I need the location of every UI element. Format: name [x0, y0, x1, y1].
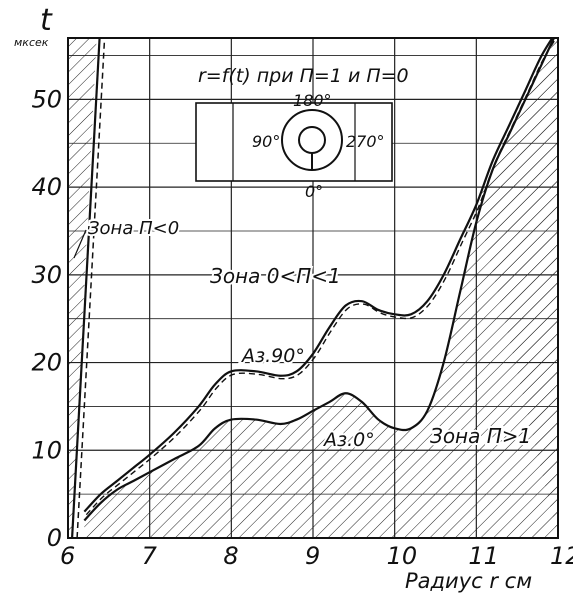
boundary-left-dashed: [76, 37, 106, 539]
y-tick-label: 10: [31, 436, 62, 464]
zone-middle-label: Зона 0<П<1: [210, 264, 341, 288]
series-label-az90: Аз.90°: [240, 345, 305, 367]
chart-title: r=f(t) при П=1 и П=0: [198, 65, 409, 87]
inset-angle-0: 0°: [305, 182, 323, 201]
plot-frame: [67, 37, 559, 539]
x-axis-label: Радиус r см: [405, 569, 532, 593]
zone-left-hatch: [68, 38, 97, 538]
curves: [70, 37, 558, 539]
zone-right-label: Зона П>1: [430, 424, 531, 448]
x-tick-label: 9: [305, 542, 320, 570]
x-tick-label: 8: [223, 542, 238, 570]
zone-right-upper-hatch: [476, 38, 558, 538]
inset-diagram: 180° 90° 270° 0°: [195, 91, 393, 201]
inset-angle-90: 90°: [252, 132, 280, 151]
inset-angle-270: 270°: [346, 132, 385, 151]
y-tick-label: 20: [31, 349, 62, 377]
hatched-zones: [68, 38, 558, 538]
grid: 6 7 8 9 10 11 12 0 10 20 30 40 50: [31, 37, 573, 570]
y-axis-symbol: t: [40, 3, 53, 38]
x-tick-label: 7: [142, 542, 158, 570]
y-axis-unit: мксек: [14, 36, 49, 49]
x-tick-label: 12: [550, 542, 573, 570]
y-tick-label: 30: [31, 261, 62, 289]
series-line-az90: [83, 38, 554, 513]
zone-left-label: Зона П<0: [88, 218, 179, 239]
boundary-left-solid: [70, 37, 101, 539]
y-tick-label: 50: [31, 85, 62, 113]
x-tick-label: 11: [468, 542, 499, 570]
x-tick-label: 6: [60, 542, 75, 570]
series-line-az90-dashed: [85, 38, 558, 516]
series-line-az0: [83, 38, 556, 522]
inset-angle-180: 180°: [293, 91, 332, 110]
series-label-az0: Аз.0°: [322, 429, 375, 451]
y-tick-label: 40: [31, 173, 62, 201]
zone-right-hatch: [84, 38, 558, 538]
y-tick-label: 0: [47, 524, 62, 552]
x-tick-label: 10: [387, 542, 418, 570]
